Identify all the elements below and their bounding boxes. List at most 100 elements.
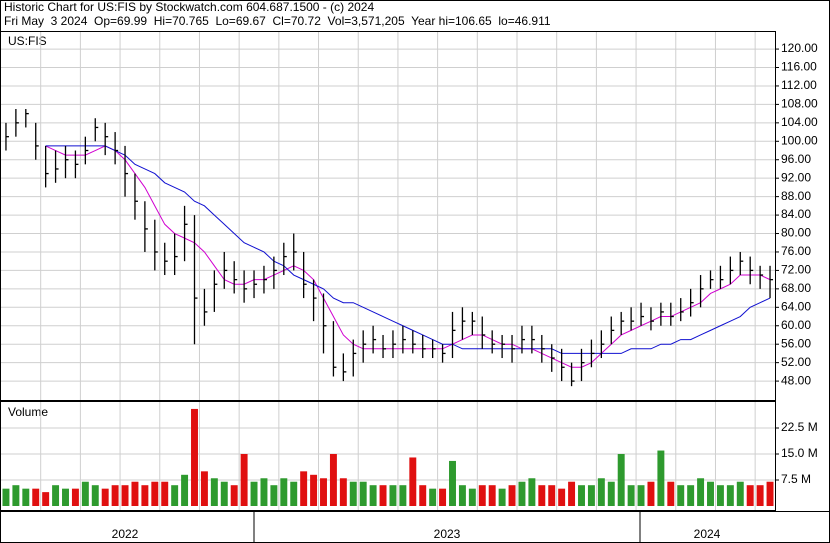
volume-bar	[587, 485, 595, 506]
y-tick-label: 88.00	[781, 189, 811, 203]
volume-bar	[32, 488, 40, 506]
volume-bar	[320, 478, 327, 506]
volume-bar	[458, 485, 466, 506]
volume-bar	[339, 478, 347, 506]
volume-bar	[597, 478, 605, 506]
volume-bar	[329, 454, 337, 506]
volume-title: Volume	[8, 405, 48, 419]
volume-bar	[617, 454, 625, 506]
volume-bar	[200, 471, 208, 506]
volume-bar	[488, 485, 496, 506]
volume-bar	[657, 450, 665, 506]
period-label: 2024	[694, 527, 721, 541]
y-tick-label: 84.00	[781, 207, 811, 221]
header-line: Fri May 3 2024 Op=69.99 Hi=70.765 Lo=69.…	[4, 14, 551, 28]
volume-bar	[22, 488, 30, 506]
volume-bar	[538, 485, 546, 506]
volume-bar	[578, 485, 585, 506]
volume-bar	[2, 488, 10, 506]
volume-bar	[379, 485, 387, 506]
y-tick-label: 80.00	[781, 226, 811, 240]
volume-bar	[647, 481, 655, 506]
volume-bar	[726, 485, 734, 506]
volume-bar	[707, 481, 714, 506]
volume-bar	[52, 485, 60, 506]
volume-tick-label: 7.5 M	[781, 472, 811, 486]
volume-bar	[280, 478, 288, 506]
volume-bar	[111, 485, 119, 506]
volume-bar	[736, 481, 744, 506]
y-tick-label: 76.00	[781, 244, 811, 258]
y-tick-label: 92.00	[781, 170, 811, 184]
volume-bar	[508, 485, 516, 506]
volume-panel	[0, 401, 776, 511]
y-tick-label: 68.00	[781, 281, 811, 295]
volume-bar	[250, 481, 258, 506]
volume-bar	[369, 485, 377, 506]
volume-bar	[389, 485, 397, 506]
moving-average	[45, 145, 771, 354]
period-label: 2022	[112, 527, 139, 541]
header-line: Historic Chart for US:FIS by Stockwatch.…	[4, 0, 374, 14]
y-tick-label: 108.00	[781, 97, 818, 111]
y-tick-label: 112.00	[781, 78, 817, 92]
symbol-label: US:FIS	[8, 34, 47, 48]
volume-bar	[667, 481, 675, 506]
volume-bar	[548, 485, 556, 506]
y-tick-label: 72.00	[781, 263, 811, 277]
volume-bar	[468, 488, 476, 506]
y-tick-label: 56.00	[781, 336, 811, 350]
volume-bar	[42, 492, 50, 506]
volume-bar	[756, 485, 764, 506]
volume-bar	[230, 485, 238, 506]
volume-bar	[270, 485, 278, 506]
volume-bar	[697, 478, 705, 506]
y-tick-label: 96.00	[781, 152, 811, 166]
y-tick-label: 48.00	[781, 373, 811, 387]
volume-bar	[399, 485, 407, 506]
volume-bar	[429, 488, 437, 506]
price-panel	[0, 31, 776, 401]
y-tick-label: 60.00	[781, 318, 811, 332]
volume-bar	[359, 481, 367, 506]
volume-bar	[627, 485, 635, 506]
volume-bar	[161, 481, 169, 506]
y-tick-label: 120.00	[781, 41, 818, 55]
volume-bar	[568, 481, 576, 506]
volume-bar	[677, 485, 685, 506]
volume-bar	[558, 488, 566, 506]
volume-bar	[210, 478, 218, 506]
volume-bar	[746, 485, 754, 506]
volume-bar	[91, 485, 99, 506]
y-tick-label: 52.00	[781, 355, 811, 369]
volume-bar	[607, 481, 615, 506]
volume-bar	[171, 485, 179, 506]
moving-average	[45, 145, 771, 368]
volume-bar	[766, 481, 774, 506]
volume-bar	[81, 481, 89, 506]
volume-bar	[121, 485, 129, 506]
volume-bar	[151, 481, 159, 506]
volume-bar	[419, 485, 427, 506]
volume-bar	[71, 488, 79, 506]
volume-bar	[181, 474, 189, 506]
volume-bar	[240, 454, 248, 506]
volume-bar	[528, 478, 536, 506]
volume-bar	[131, 481, 139, 506]
volume-bar	[290, 481, 298, 506]
volume-bar	[260, 478, 268, 506]
volume-bar	[518, 481, 526, 506]
y-tick-label: 64.00	[781, 299, 811, 313]
volume-bar	[637, 485, 645, 506]
volume-bar	[12, 485, 20, 506]
volume-bar	[62, 488, 69, 506]
y-tick-label: 104.00	[781, 115, 818, 129]
volume-bar	[498, 488, 506, 506]
volume-bar	[439, 488, 447, 506]
volume-bar	[191, 408, 198, 506]
volume-tick-label: 22.5 M	[781, 420, 818, 434]
volume-bar	[349, 481, 357, 506]
volume-bar	[101, 488, 109, 506]
y-tick-label: 100.00	[781, 133, 818, 147]
